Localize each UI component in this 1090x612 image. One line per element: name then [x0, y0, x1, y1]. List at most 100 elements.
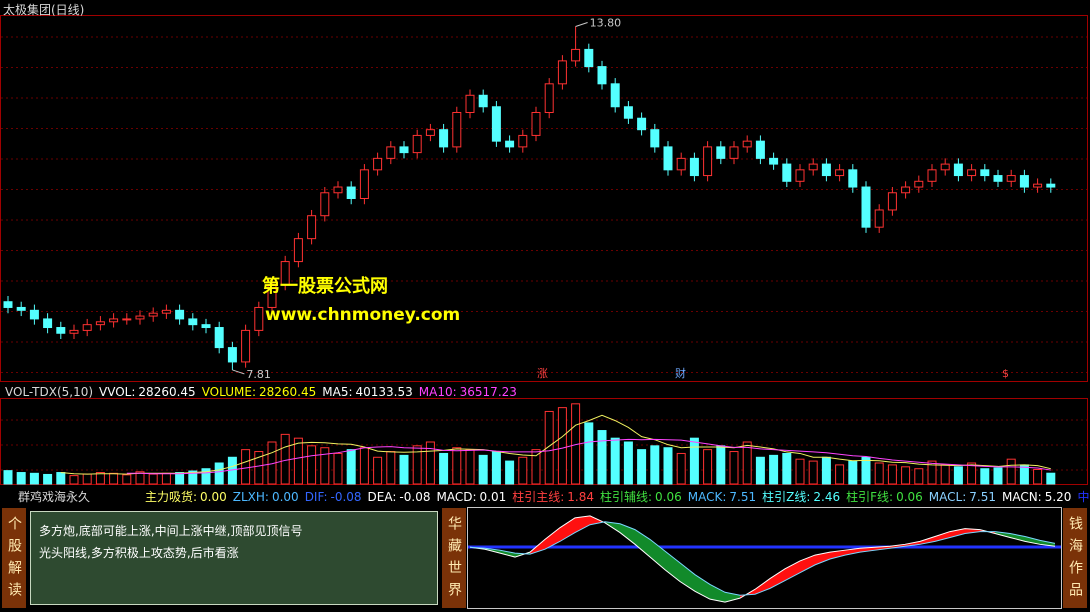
candle-body — [241, 329, 251, 363]
candle-body — [940, 163, 950, 171]
volume-bar — [3, 470, 13, 485]
legend-value: -0.08 — [399, 490, 431, 504]
candle-body — [280, 261, 290, 286]
volume-bar — [544, 410, 554, 485]
candle-body — [544, 83, 554, 113]
candle-body — [478, 94, 488, 108]
volume-bar — [505, 460, 515, 485]
legend-value: 0.00 — [200, 490, 227, 504]
candle-body — [346, 186, 356, 199]
volume-bar — [703, 449, 713, 485]
candle-body — [359, 169, 369, 199]
candle-body — [465, 94, 475, 113]
annotation: 13.80 — [590, 16, 622, 29]
volume-bar — [307, 445, 317, 485]
legend-value: 28260.45 — [258, 385, 317, 399]
volume-bar — [808, 460, 818, 485]
candle-body — [505, 140, 515, 148]
volume-bar — [16, 472, 26, 485]
volume-bar — [835, 464, 845, 485]
notes-box: 多方炮,底部可能上涨,中间上涨中继,顶部见顶信号 光头阳线,多方积极上攻态势,后… — [30, 511, 438, 605]
volume-bar — [610, 437, 620, 485]
volume-bar — [887, 464, 897, 485]
marker: 财 — [675, 366, 686, 380]
candle-body — [320, 192, 330, 217]
indicator-title[interactable]: 群鸡戏海永久 — [18, 490, 91, 504]
band-fill — [755, 578, 770, 595]
volume-bar — [557, 407, 567, 485]
volume-bar — [412, 445, 422, 485]
volume-title: VOL-TDX(5,10) — [5, 385, 94, 399]
candle-body — [82, 324, 92, 331]
legend-value: 36517.23 — [459, 385, 517, 399]
candle-body — [967, 169, 977, 177]
candle-body — [689, 157, 699, 177]
volume-bar — [373, 456, 383, 485]
volume-bar — [109, 472, 119, 485]
band-fill — [575, 515, 590, 533]
volume-bar — [914, 468, 924, 485]
candle-body — [557, 60, 567, 85]
volume-bar — [69, 475, 79, 485]
legend-value: 0.01 — [479, 490, 507, 504]
candle-body — [16, 306, 26, 311]
legend-name: MA5: — [322, 385, 353, 399]
band-fill — [920, 536, 935, 545]
volume-bar — [769, 454, 779, 485]
candle-body — [703, 146, 713, 177]
volume-bar — [623, 441, 633, 485]
legend-name: DIF: — [304, 490, 328, 504]
candle-body — [452, 111, 462, 148]
volume-bar — [1006, 458, 1016, 485]
legend-value: 1.84 — [567, 490, 594, 504]
indicator-legend: 主力吸货: 0.00 ZLXH: 0.00 DIF: -0.08 DEA: -0.08 MACD… — [145, 488, 1090, 505]
volume-bar — [518, 456, 528, 485]
volume-bar — [980, 468, 990, 485]
legend-value: 7.51 — [969, 490, 996, 504]
candle-body — [808, 163, 818, 171]
legend-name: MACK: — [687, 490, 727, 504]
legend-name: 主力吸货: — [145, 490, 198, 504]
volume-bar — [901, 466, 911, 485]
candle-body — [953, 163, 963, 177]
volume-bar — [188, 470, 198, 485]
marker: 涨 — [537, 367, 548, 380]
volume-bar — [95, 472, 105, 485]
volume-bar — [993, 467, 1003, 485]
candle-body — [716, 146, 726, 159]
candle-body — [637, 117, 647, 131]
candle-body — [109, 318, 119, 323]
legend-value: 0.06 — [655, 490, 682, 504]
candle-body — [3, 301, 13, 308]
volume-bar — [927, 460, 937, 485]
ma-line — [126, 438, 1051, 475]
volume-bar — [452, 447, 462, 485]
volume-bar — [782, 452, 792, 485]
candle-body — [663, 146, 673, 171]
candle-body — [571, 48, 581, 62]
legend-value: 0.06 — [896, 490, 923, 504]
tab[interactable]: 钱海作品 — [1063, 508, 1087, 608]
stock-title[interactable]: 太极集团(日线) — [3, 3, 85, 17]
volume-bar — [584, 422, 594, 485]
marker: $ — [1002, 367, 1009, 380]
candle-body — [267, 284, 277, 308]
volume-bar — [346, 449, 356, 485]
volume-bar — [399, 454, 409, 485]
volume-bar — [175, 472, 185, 485]
volume-bar — [531, 449, 541, 485]
volume-bar — [755, 456, 765, 485]
band-fill — [770, 568, 785, 589]
note: 多方炮,底部可能上涨,中间上涨中继,顶部见顶信号 — [39, 524, 303, 538]
legend-name: ZLXH: — [232, 490, 269, 504]
candle-body — [874, 209, 884, 228]
tab[interactable]: 华藏世界 — [442, 508, 466, 608]
candle-body — [597, 66, 607, 85]
volume-bar — [795, 458, 805, 485]
volume-bar — [478, 454, 488, 485]
band-fill — [710, 584, 725, 603]
tab[interactable]: 个股解读 — [2, 508, 26, 608]
indicator-frame — [467, 507, 1062, 609]
legend-name: MACN: — [1001, 490, 1042, 504]
volume-bar — [742, 441, 752, 485]
